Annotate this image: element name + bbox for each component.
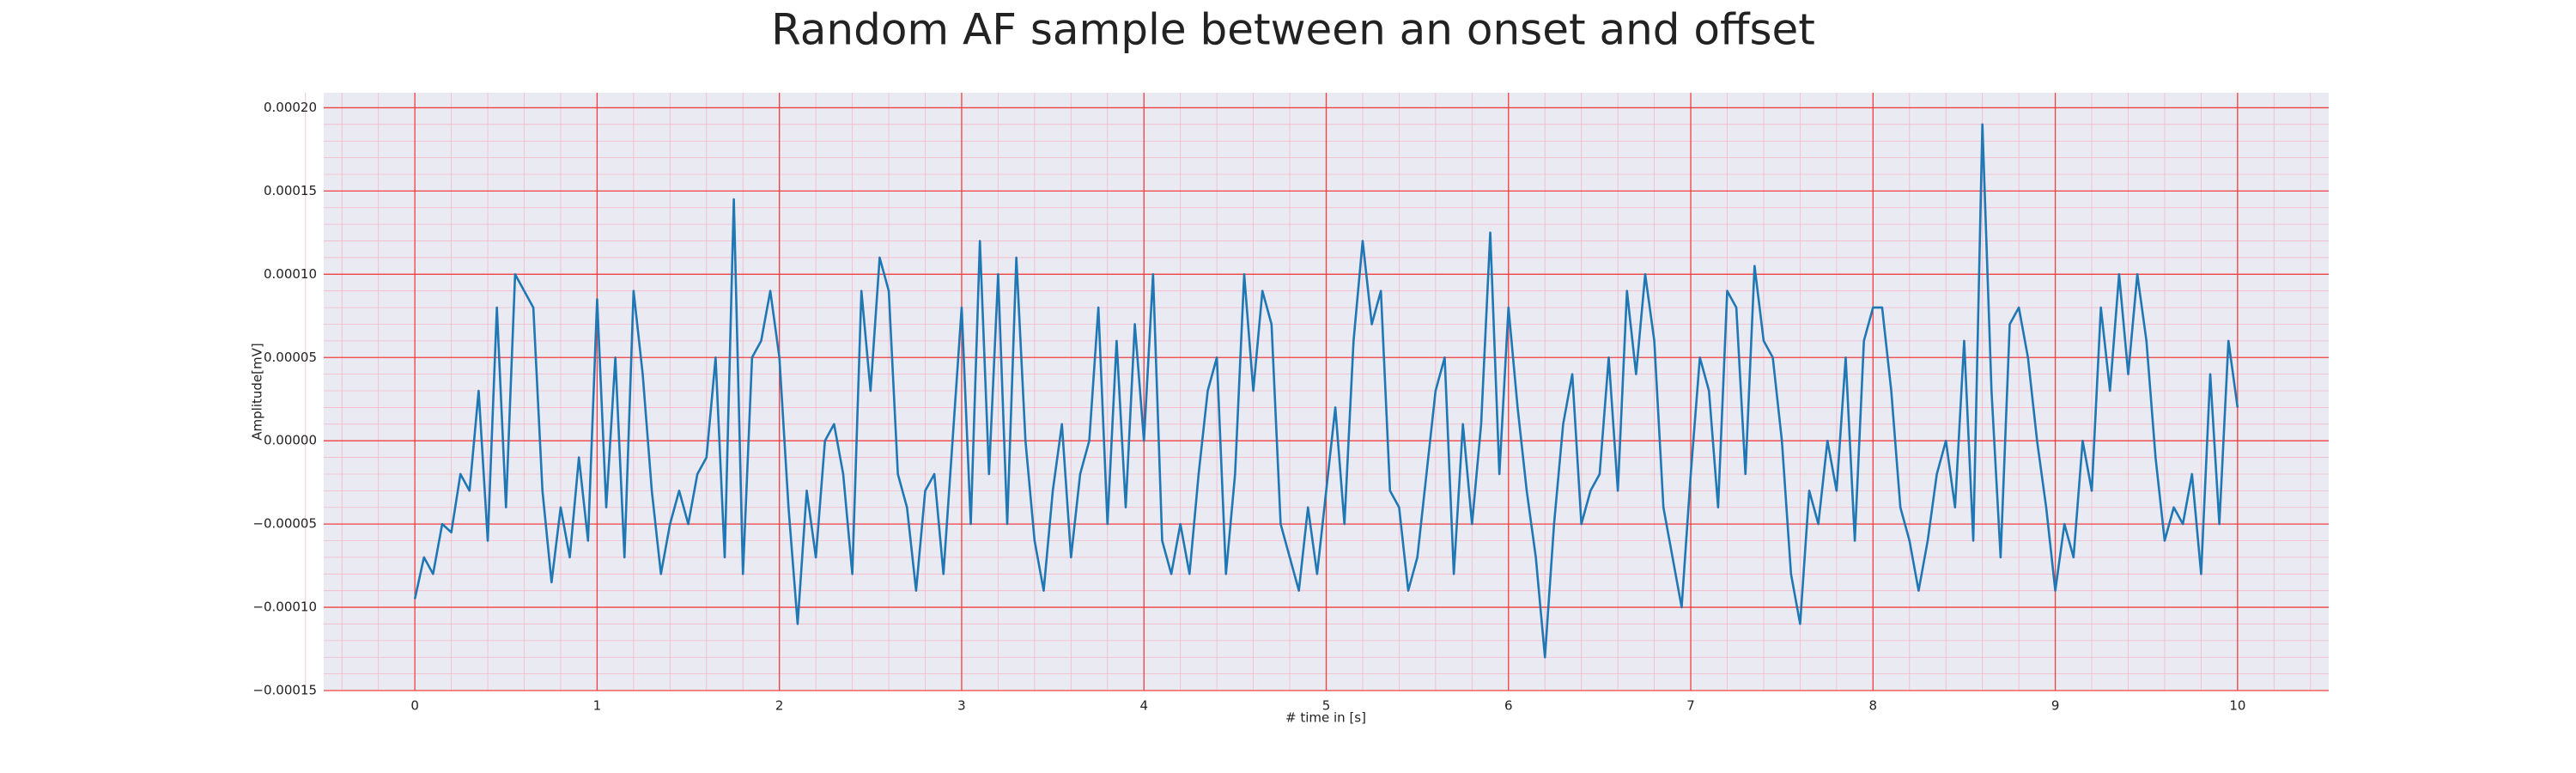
x-tick-label: 1 <box>593 698 602 714</box>
x-tick-label: 7 <box>1686 698 1695 714</box>
y-tick-label: 0.00020 <box>264 100 317 115</box>
y-tick-label: 0.00010 <box>264 266 317 282</box>
grid <box>305 93 2329 691</box>
y-tick-label: −0.00010 <box>252 600 317 615</box>
y-tick-label: 0.00005 <box>264 350 317 365</box>
y-tick-label: −0.00005 <box>252 516 317 532</box>
y-tick-label: 0.00000 <box>264 433 317 448</box>
x-tick-label: 9 <box>2051 698 2060 714</box>
x-tick-label: 3 <box>957 698 966 714</box>
x-tick-label: 5 <box>1322 698 1331 714</box>
x-tick-label: 4 <box>1139 698 1148 714</box>
signal-line <box>413 123 2239 659</box>
y-tick-label: −0.00015 <box>252 683 317 698</box>
x-tick-label: 6 <box>1504 698 1513 714</box>
x-tick-label: 8 <box>1869 698 1878 714</box>
x-tick-label: 0 <box>410 698 419 714</box>
chart-title: Random AF sample between an onset and of… <box>771 5 1815 55</box>
x-tick-label: 10 <box>2229 698 2245 714</box>
y-axis-label: Amplitude[mV] <box>250 343 265 440</box>
y-tick-label: 0.00015 <box>264 183 317 198</box>
x-axis-label: # time in [s] <box>1285 710 1366 726</box>
x-tick-label: 2 <box>775 698 784 714</box>
